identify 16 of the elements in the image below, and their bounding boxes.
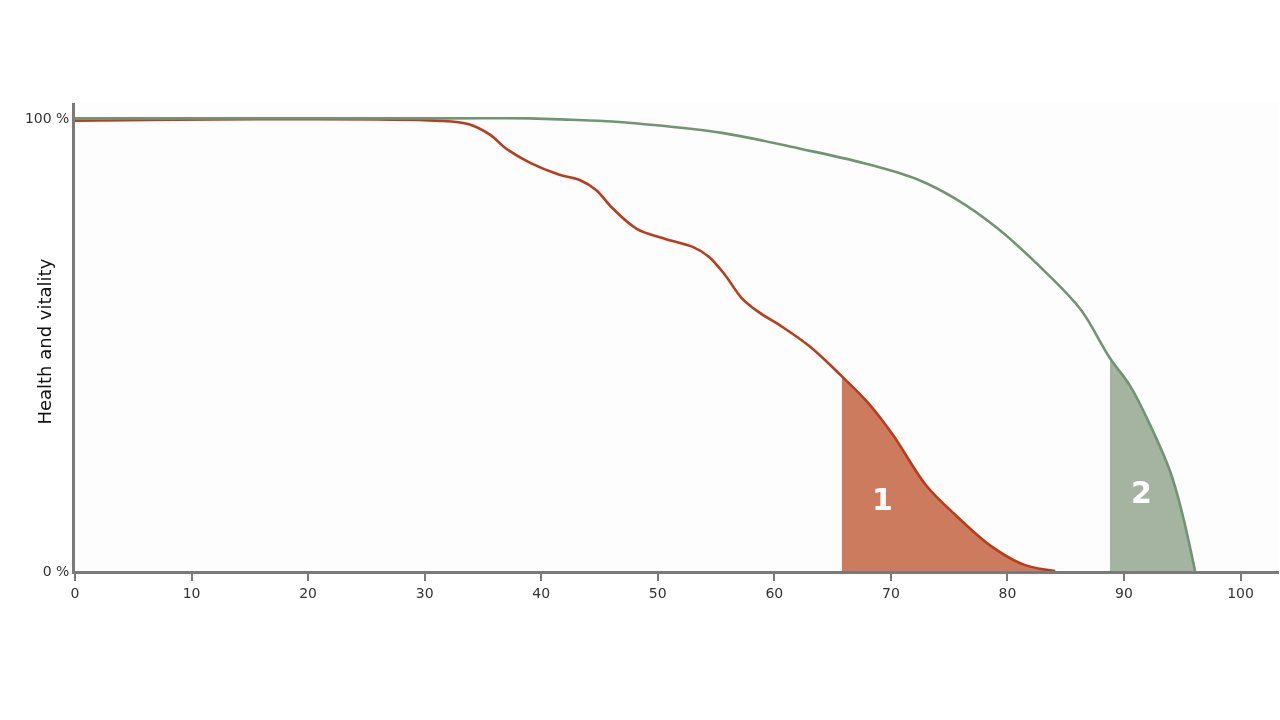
x-tick-label: 80 [998,584,1017,601]
x-tick-label: 90 [1115,584,1133,601]
x-tick-label: 20 [299,584,318,601]
x-tick-label: 10 [182,584,201,601]
x-tick-label: 100 [1227,584,1254,601]
x-tick-label: 30 [415,584,434,601]
y-tick-label: 0 % [42,562,70,579]
x-tick-label: 70 [881,584,900,601]
annotation: 1 [872,482,893,517]
x-tick-label: 0 [70,584,80,601]
y-axis-title: Health and vitality [34,258,56,425]
x-tick-label: 40 [532,584,551,601]
x-tick-label: 50 [648,584,667,601]
y-tick-label: 100 % [24,110,70,127]
x-tick-label: 60 [765,584,784,601]
annotation: 2 [1131,475,1152,510]
